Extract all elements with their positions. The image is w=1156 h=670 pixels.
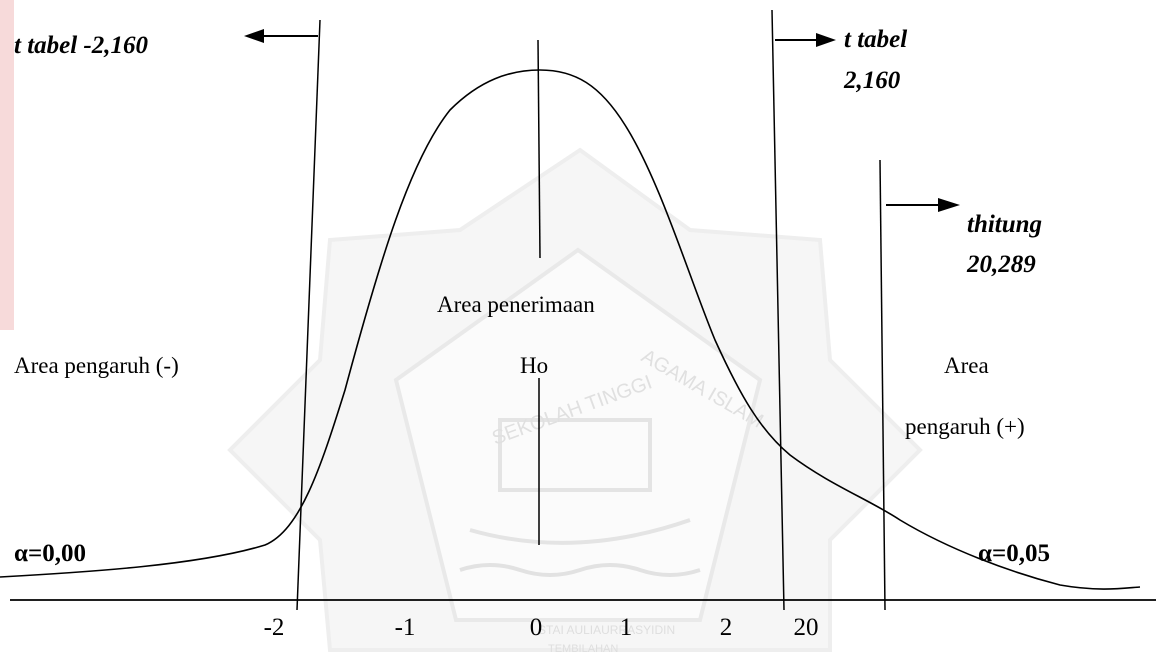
positive-area-label-2: pengaruh (+) [905,414,1025,439]
alpha-left-label: α=0,00 [14,540,86,567]
alpha-right-label: α=0,05 [978,540,1050,567]
axis-tick-label: -1 [394,614,416,641]
watermark-side-strip [0,0,14,330]
t-count-label: thitung [967,211,1043,238]
watermark-seal [227,147,923,652]
acceptance-area-label: Area penerimaan [437,292,595,317]
axis-tick-label: 2 [719,614,733,641]
center-line-upper [537,39,541,259]
critical-line-negative [296,19,321,611]
axis-tick-label: -2 [263,614,285,641]
axis-tick-label: 0 [529,614,543,641]
watermark-book [498,418,652,492]
arrow-left [244,29,318,43]
arrow-right-t-count [886,198,960,212]
watermark-ribbon-text: STAI AULIAURRASYIDIN [538,623,675,637]
axis-tick-label: 20 [793,614,819,641]
t-table-negative-label: t tabel -2,160 [14,32,149,59]
arrow-right-t-table [775,33,836,47]
t-count-value: 20,289 [967,251,1036,278]
critical-line-positive [771,9,785,611]
watermark-waves [459,563,701,577]
watermark-boat [469,518,691,545]
t-table-positive-label: t tabel [844,26,908,53]
acceptance-area-ho: Ho [520,353,549,378]
positive-area-label: Area [944,353,989,378]
watermark-city-text: TEMBILAHAN [548,643,618,655]
negative-area-label: Area pengaruh (-) [14,353,179,378]
axis-tick-label: 1 [619,614,633,641]
t-count-line [879,159,886,611]
t-table-positive-value: 2,160 [844,67,901,94]
